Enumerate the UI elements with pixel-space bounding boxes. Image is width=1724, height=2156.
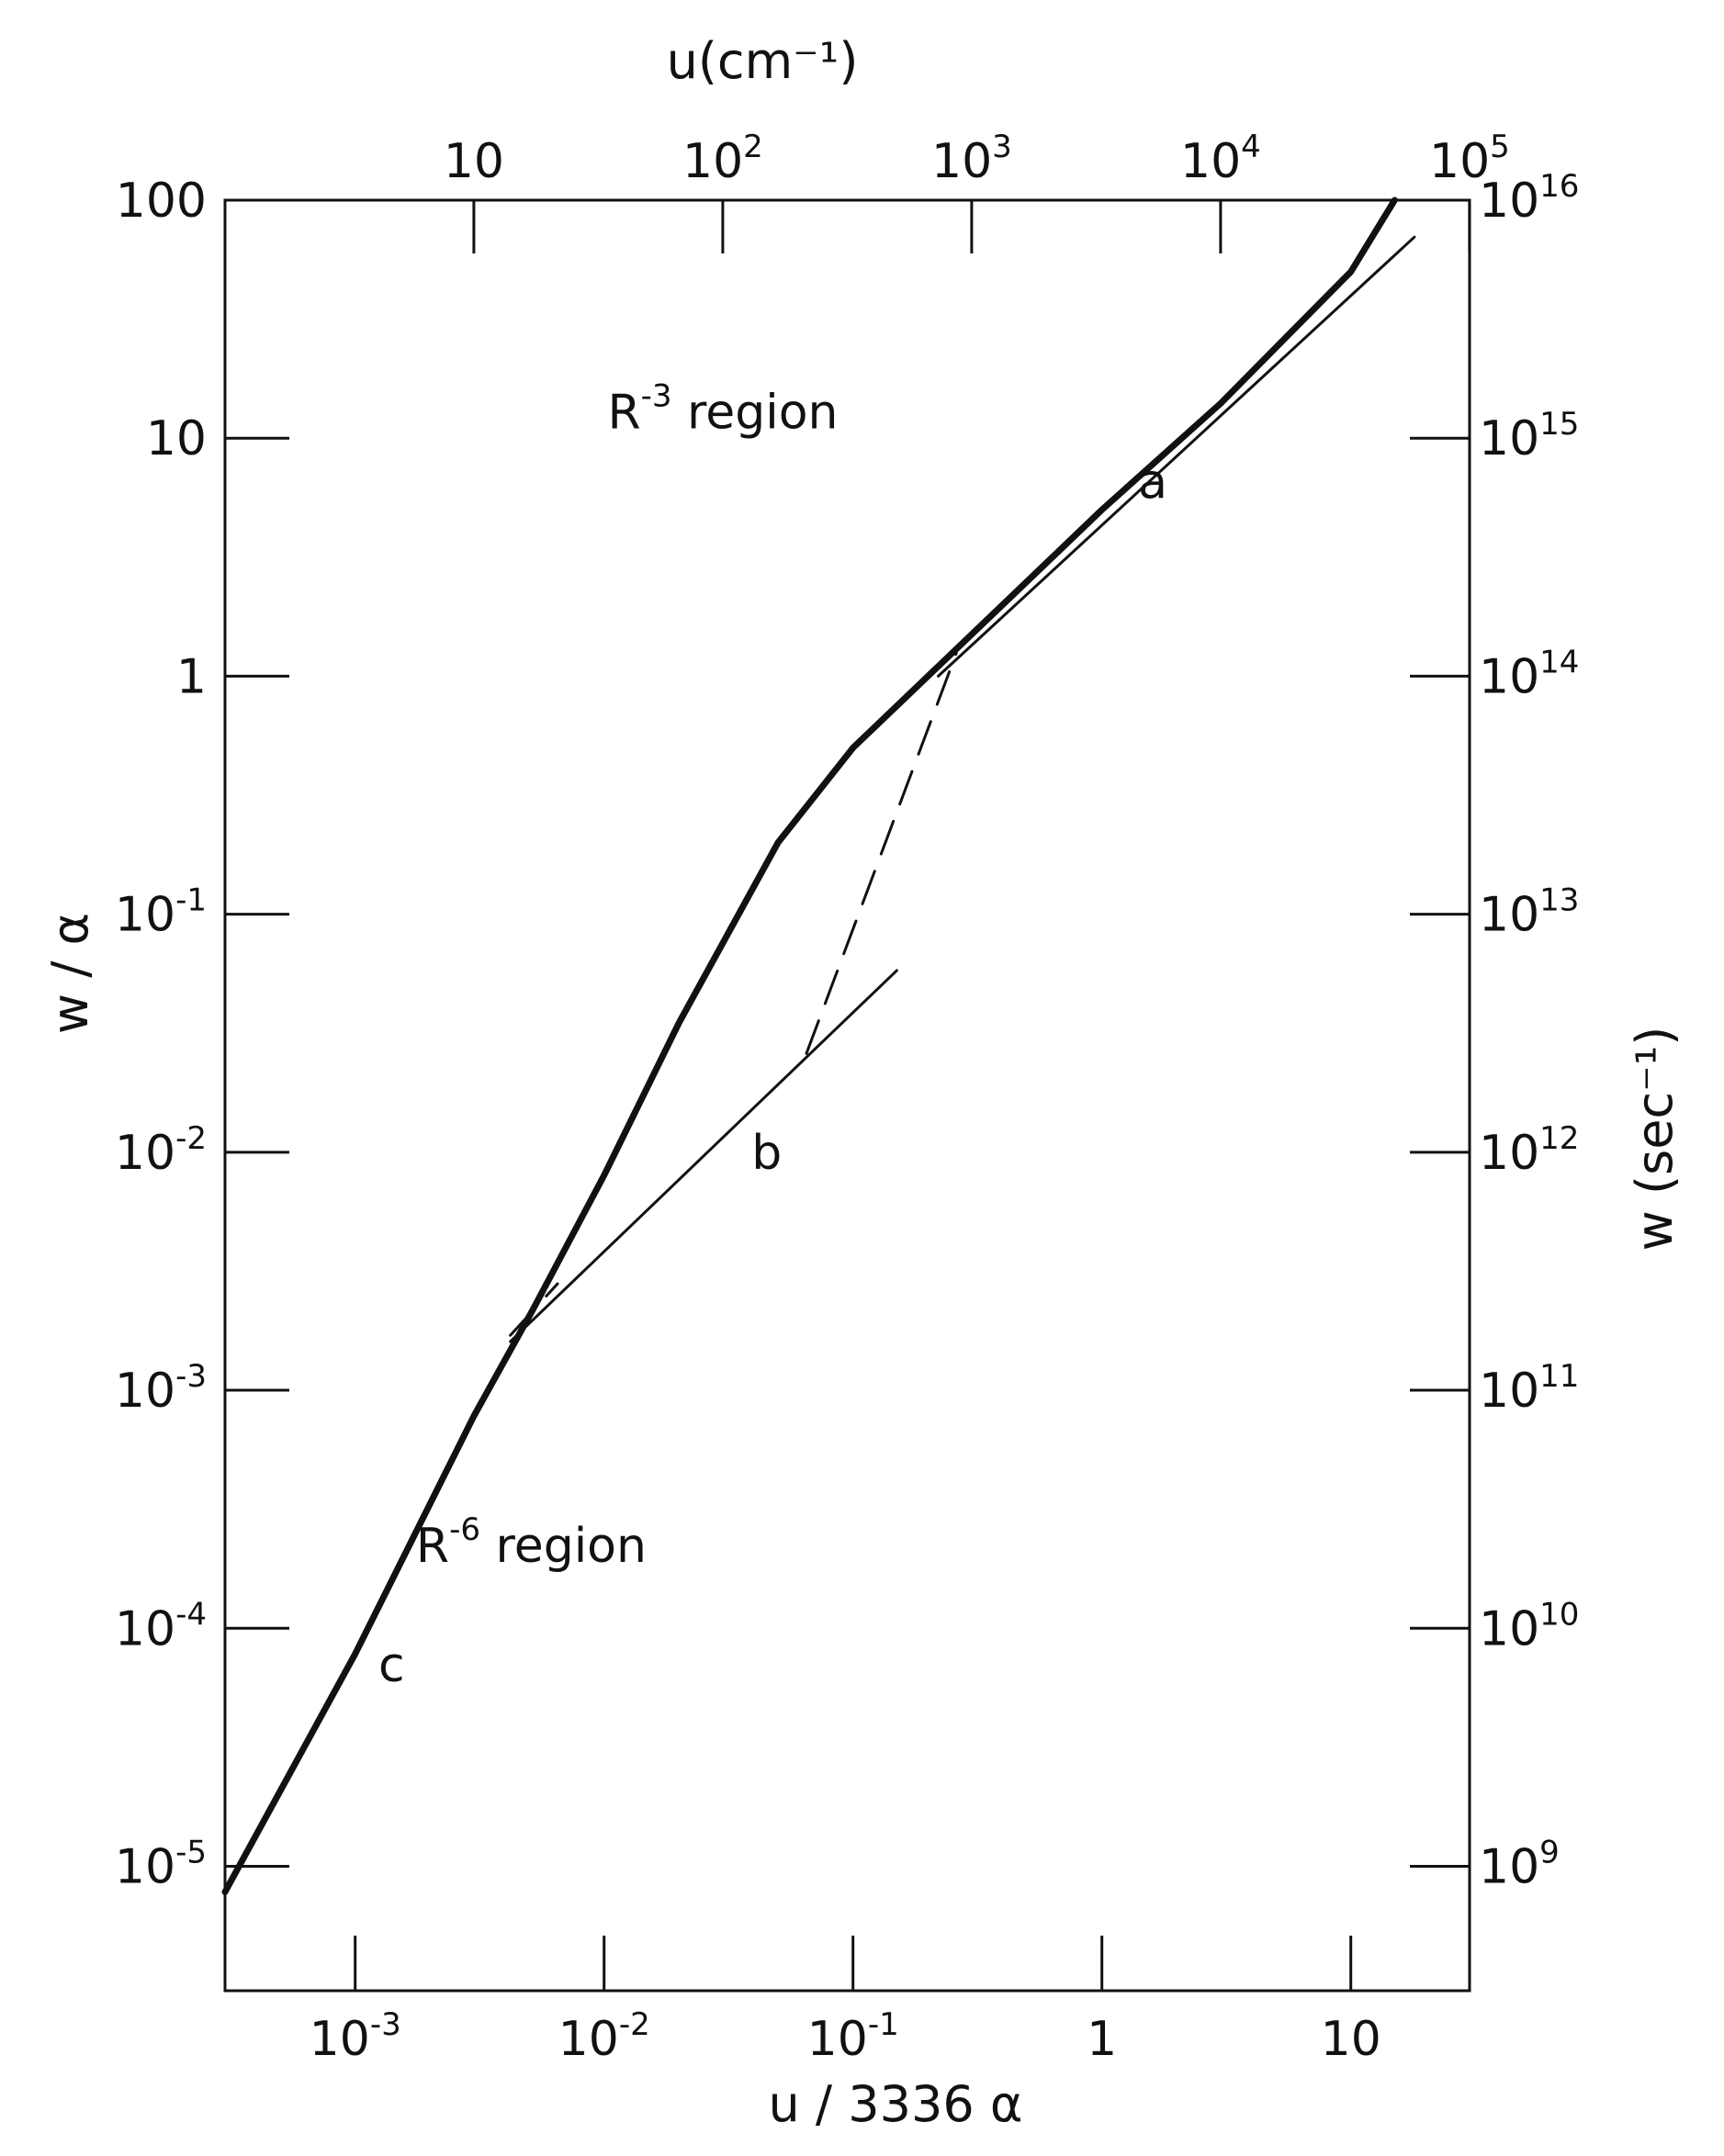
bottom-axis-title: u / 3336 α — [769, 2075, 1023, 2133]
right-tick-label-base: 10 — [1479, 888, 1539, 943]
left-tick-label-base: 10 — [115, 888, 175, 943]
right-tick-label: 1015 — [1479, 406, 1579, 466]
bottom-tick-label-exp: -1 — [868, 2006, 899, 2043]
right-tick-label-exp: 9 — [1539, 1834, 1560, 1870]
left-tick-label: 10-4 — [115, 1596, 207, 1656]
top-tick-label: 105 — [1429, 129, 1510, 189]
bottom-tick-label: 10 — [1321, 2012, 1381, 2067]
left-tick-label-base: 10 — [115, 1839, 175, 1894]
top-tick-label-base: 10 — [1180, 134, 1241, 189]
right-axis-title: w (sec⁻¹) — [1626, 1027, 1684, 1252]
right-tick-label-exp: 14 — [1539, 644, 1579, 680]
top-tick-label: 10 — [444, 134, 504, 189]
left-axis-title: w / α — [41, 913, 99, 1034]
curves — [221, 197, 1416, 1895]
region-label-rest: region — [672, 385, 839, 440]
bottom-tick-label: 10-2 — [558, 2006, 650, 2067]
region-label-base: R — [607, 385, 640, 440]
right-tick-label-base: 10 — [1479, 649, 1539, 704]
bottom-tick-label-base: 10 — [1321, 2012, 1381, 2067]
region-label: R-3 region — [607, 377, 838, 440]
bottom-tick-label-exp: -3 — [370, 2006, 401, 2043]
region-label: R-6 region — [416, 1511, 647, 1574]
right-tick-label: 1014 — [1479, 644, 1579, 704]
left-tick-label-base: 10 — [115, 1601, 175, 1656]
region-label-exp: -6 — [449, 1511, 480, 1548]
top-tick-label-exp: 3 — [992, 129, 1012, 165]
region-label-rest: region — [480, 1519, 647, 1574]
top-tick-label-exp: 5 — [1490, 129, 1510, 165]
bottom-tick-label-base: 10 — [310, 2012, 370, 2067]
left-tick-label: 100 — [116, 174, 207, 229]
left-tick-label-exp: -4 — [175, 1596, 207, 1633]
right-tick-label-exp: 12 — [1539, 1120, 1579, 1157]
bottom-tick-label: 10-3 — [310, 2006, 401, 2067]
right-tick-label: 1013 — [1479, 882, 1579, 943]
top-tick-label: 104 — [1180, 129, 1261, 189]
left-tick-label-exp: -2 — [175, 1120, 207, 1157]
left-tick-label-base: 10 — [115, 1126, 175, 1181]
left-tick-label-base: 100 — [116, 174, 207, 229]
series-transition-ab-line — [805, 651, 958, 1055]
series-main-line — [221, 197, 1398, 1895]
top-tick-label-base: 10 — [682, 134, 743, 189]
top-tick-label: 102 — [682, 129, 763, 189]
plot-frame — [223, 198, 1471, 1993]
left-tick-label: 10 — [146, 411, 207, 466]
left-tick-label-exp: -1 — [175, 882, 207, 919]
left-tick-label-base: 10 — [146, 411, 207, 466]
right-tick-label: 1016 — [1479, 168, 1579, 229]
top-tick-label-base: 10 — [1429, 134, 1490, 189]
left-tick-label: 10-5 — [115, 1834, 207, 1894]
series-b-line — [509, 969, 898, 1343]
series-transition-bc-line — [509, 1282, 559, 1337]
bottom-tick-label: 10-1 — [807, 2006, 899, 2067]
region-label-base: R — [416, 1519, 449, 1574]
top-tick-label: 103 — [931, 129, 1012, 189]
right-tick-label: 1010 — [1479, 1596, 1579, 1656]
left-tick-label: 10-3 — [115, 1358, 207, 1419]
top-tick-label-base: 10 — [931, 134, 992, 189]
right-tick-label: 1011 — [1479, 1358, 1579, 1419]
right-tick-label-base: 10 — [1479, 1601, 1539, 1656]
top-tick-label-base: 10 — [444, 134, 504, 189]
series-a-label: a — [1138, 455, 1167, 510]
right-tick-label-base: 10 — [1479, 1839, 1539, 1894]
left-tick-label: 10-2 — [115, 1120, 207, 1181]
top-tick-label-exp: 4 — [1241, 129, 1261, 165]
right-tick-label-base: 10 — [1479, 411, 1539, 466]
right-tick-label-base: 10 — [1479, 1126, 1539, 1181]
series-a-line — [937, 235, 1416, 678]
left-tick-label: 10-1 — [115, 882, 207, 943]
left-tick-label-base: 1 — [176, 649, 207, 704]
right-tick-label-exp: 11 — [1539, 1358, 1579, 1395]
left-tick-label-exp: -5 — [175, 1834, 207, 1870]
series-c-label: c — [378, 1638, 405, 1693]
right-tick-label-base: 10 — [1479, 174, 1539, 229]
right-tick-label-base: 10 — [1479, 1364, 1539, 1419]
region-label-exp: -3 — [641, 377, 672, 414]
right-tick-label-exp: 10 — [1539, 1596, 1579, 1633]
right-tick-label-exp: 16 — [1539, 168, 1579, 205]
left-tick-label: 1 — [176, 649, 207, 704]
right-tick-label-exp: 13 — [1539, 882, 1579, 919]
bottom-tick-label-exp: -2 — [619, 2006, 650, 2043]
left-tick-label-exp: -3 — [175, 1358, 207, 1395]
top-axis-title: u(cm⁻¹) — [667, 32, 859, 90]
right-tick-label: 109 — [1479, 1834, 1560, 1894]
top-tick-label-exp: 2 — [743, 129, 763, 165]
bottom-tick-label-base: 1 — [1087, 2012, 1117, 2067]
bottom-tick-label: 1 — [1087, 2012, 1117, 2067]
ticks — [225, 198, 1471, 1991]
right-tick-label-exp: 15 — [1539, 406, 1579, 443]
bottom-tick-label-base: 10 — [558, 2012, 619, 2067]
series-b-label: b — [751, 1126, 782, 1181]
right-tick-label: 1012 — [1479, 1120, 1579, 1181]
left-tick-label-base: 10 — [115, 1364, 175, 1419]
labels: 10-3 10-2 10-1 1 1010 102 103 104 10510010110-11… — [115, 129, 1580, 2067]
bottom-tick-label-base: 10 — [807, 2012, 868, 2067]
